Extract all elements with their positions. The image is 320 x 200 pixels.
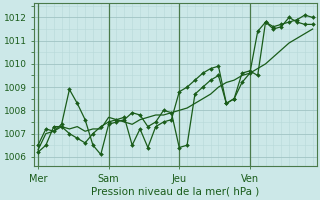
X-axis label: Pression niveau de la mer( hPa ): Pression niveau de la mer( hPa )	[91, 187, 260, 197]
